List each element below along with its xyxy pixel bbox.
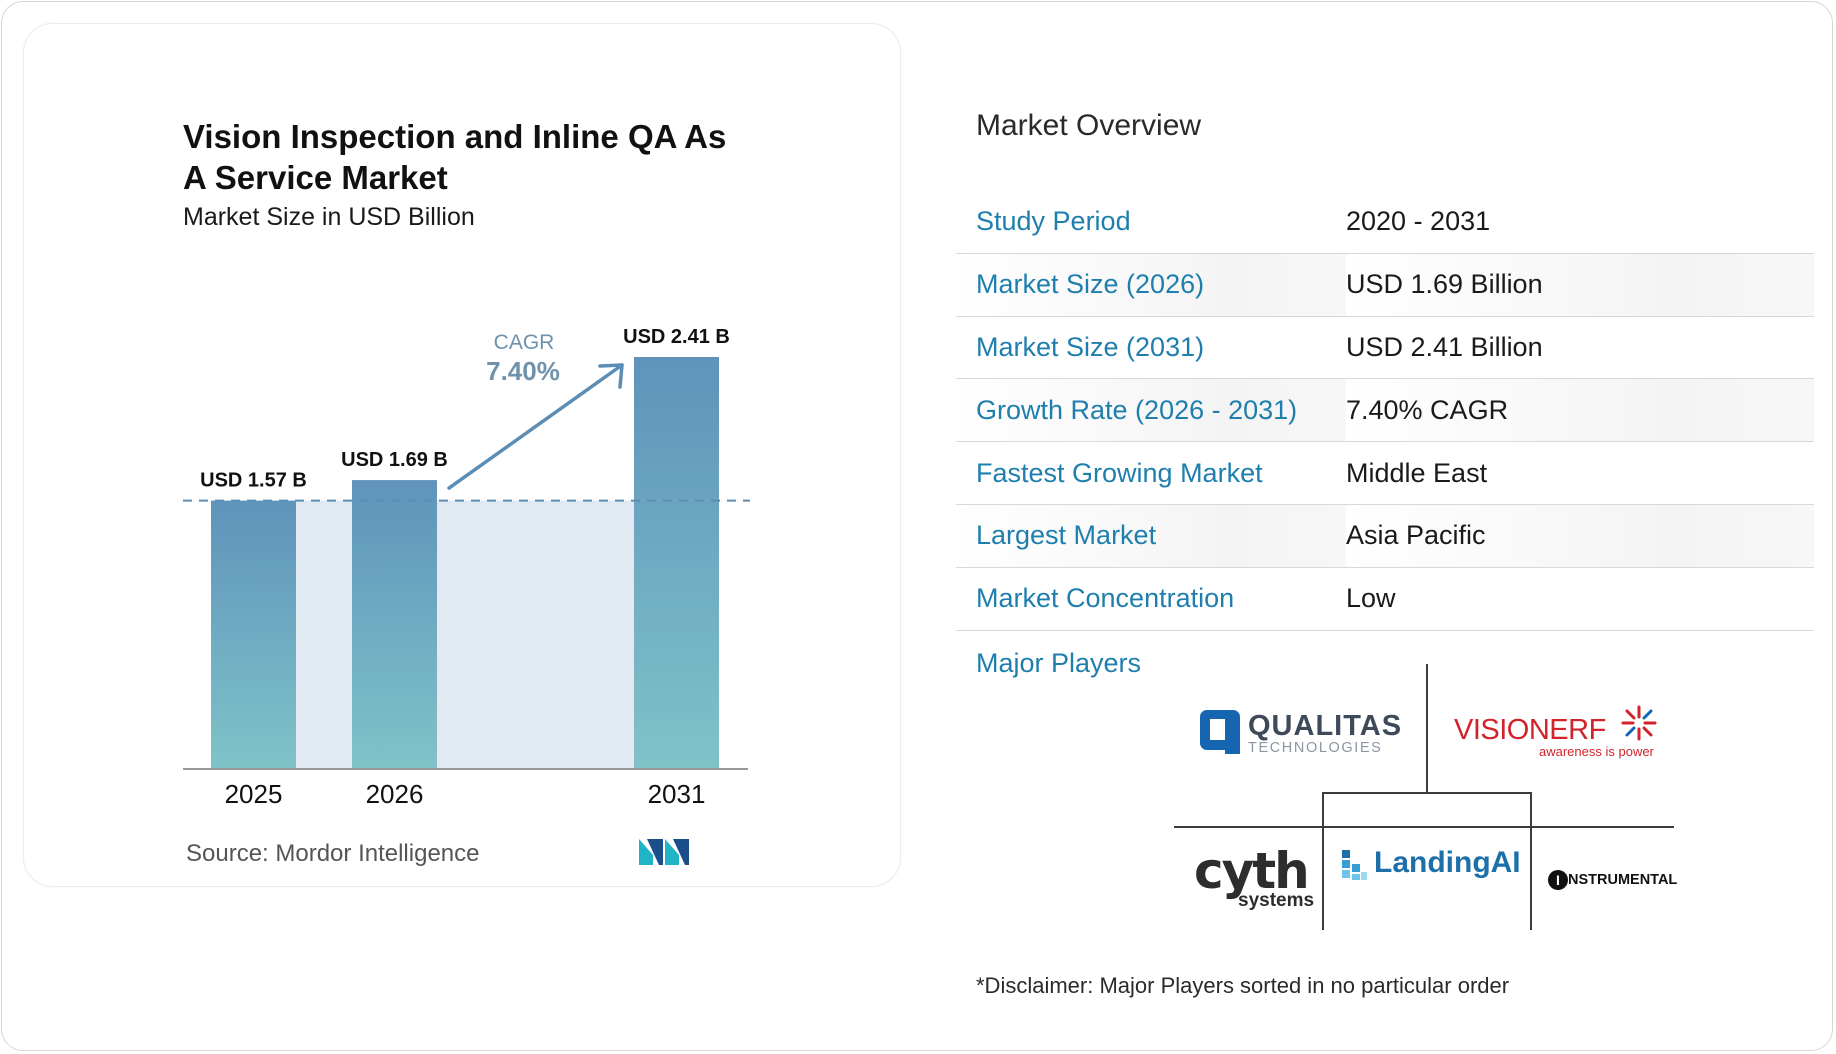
grid-divider — [1322, 792, 1532, 794]
grid-divider — [1174, 826, 1674, 828]
table-row: Market Concentration Low — [956, 567, 1814, 631]
row-key: Largest Market — [956, 504, 1346, 568]
data-label-2025: USD 1.57 B — [200, 470, 307, 492]
bar-2025 — [211, 500, 296, 769]
row-value: Low — [1346, 567, 1814, 631]
row-value: Asia Pacific — [1346, 504, 1814, 568]
grid-divider — [1322, 792, 1324, 930]
row-key: Market Concentration — [956, 567, 1346, 631]
qualitas-logo: QUALITAS TECHNOLOGIES — [1198, 706, 1408, 758]
instrumental-initial: I — [1548, 870, 1568, 890]
major-players-label: Major Players — [976, 648, 1142, 678]
market-overview-title: Market Overview — [976, 109, 1202, 142]
grid-divider — [1530, 792, 1532, 930]
qualitas-name: QUALITAS — [1248, 710, 1403, 742]
source-text: Source: Mordor Intelligence — [186, 840, 480, 867]
row-key: Study Period — [956, 191, 1346, 254]
qualitas-icon — [1200, 710, 1240, 754]
landingai-name: LandingAI — [1374, 846, 1521, 879]
grid-divider — [1426, 664, 1428, 792]
visionerf-burst-icon — [1621, 705, 1657, 741]
chart-title: Vision Inspection and Inline QA As A Ser… — [183, 118, 727, 196]
table-row: Growth Rate (2026 - 2031) 7.40% CAGR — [956, 378, 1814, 443]
cagr-label: CAGR — [494, 331, 555, 354]
qualitas-sub: TECHNOLOGIES — [1248, 740, 1383, 756]
cyth-sub: systems — [1238, 890, 1315, 911]
cagr-arrow — [447, 363, 624, 490]
row-value: USD 1.69 Billion — [1346, 253, 1814, 317]
row-value: Middle East — [1346, 441, 1814, 505]
landingai-cube-icon — [1342, 850, 1367, 880]
table-row: Market Size (2026) USD 1.69 Billion — [956, 253, 1814, 317]
row-key: Fastest Growing Market — [956, 441, 1346, 505]
chart-subtitle: Market Size in USD Billion — [183, 203, 475, 231]
bar-2031 — [634, 357, 719, 769]
instrumental-name: NSTRUMENTAL — [1568, 872, 1678, 888]
data-label-2026: USD 1.69 B — [341, 449, 448, 471]
table-row: Market Size (2031) USD 2.41 Billion — [956, 316, 1814, 380]
data-label-2031: USD 2.41 B — [623, 326, 730, 348]
bar-chart: USD 1.57 B 2025 USD 1.69 B 2026 USD 2.41 B 20… — [183, 326, 750, 809]
bar-2026 — [352, 480, 437, 769]
x-tick-label-2026: 2026 — [366, 779, 424, 809]
market-overview-table: Study Period 2020 - 2031 Market Size (20… — [956, 191, 1814, 631]
row-value: 7.40% CAGR — [1346, 378, 1814, 443]
visionerf-logo: VISIONERF awareness is power — [1454, 702, 1664, 759]
x-tick-label-2025: 2025 — [225, 779, 283, 809]
row-value: USD 2.41 Billion — [1346, 316, 1814, 380]
row-value: 2020 - 2031 — [1346, 191, 1814, 254]
visionerf-name: VISIONERF — [1454, 714, 1606, 746]
instrumental-logo: I NSTRUMENTAL — [1548, 870, 1688, 894]
mordor-intelligence-logo — [639, 839, 689, 865]
table-row: Largest Market Asia Pacific — [956, 504, 1814, 568]
table-row: Fastest Growing Market Middle East — [956, 441, 1814, 505]
cagr-value: 7.40% — [486, 356, 560, 386]
table-row: Study Period 2020 - 2031 — [956, 191, 1814, 254]
disclaimer-text: *Disclaimer: Major Players sorted in no … — [976, 973, 1510, 998]
row-key: Growth Rate (2026 - 2031) — [956, 378, 1346, 443]
landingai-logo: LandingAI — [1340, 846, 1521, 886]
row-key: Market Size (2031) — [956, 316, 1346, 380]
cyth-name: cyth — [1194, 842, 1310, 900]
row-key: Market Size (2026) — [956, 253, 1346, 317]
cyth-systems-logo: cyth systems — [1194, 842, 1324, 918]
visionerf-tagline: awareness is power — [1539, 744, 1654, 759]
x-tick-label-2031: 2031 — [648, 779, 706, 809]
